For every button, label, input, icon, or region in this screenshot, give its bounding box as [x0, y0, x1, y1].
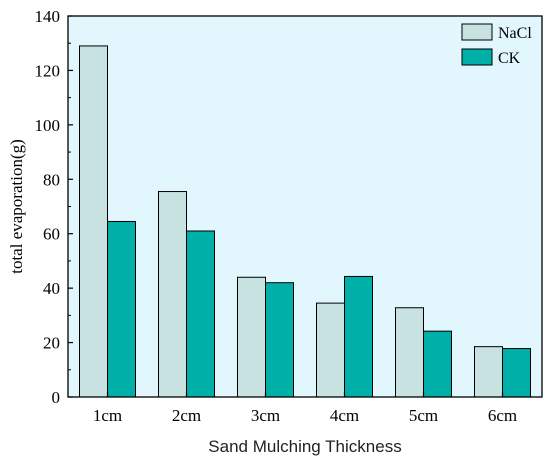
- bar-nacl-3cm: [237, 276, 266, 398]
- bar-nacl-6cm: [474, 346, 503, 398]
- bar-ck-5cm: [423, 330, 452, 398]
- bar-nacl-5cm: [395, 307, 424, 398]
- x-tick-label: 6cm: [488, 406, 517, 425]
- x-tick-label: 1cm: [93, 406, 122, 425]
- y-tick-label: 40: [43, 279, 60, 298]
- bar-nacl-1cm: [79, 45, 108, 398]
- plot-frame: [67, 15, 543, 398]
- legend-label-nacl: NaCl: [498, 25, 532, 42]
- y-tick-label: 100: [35, 116, 61, 135]
- plot-area: [68, 16, 542, 397]
- y-tick-label: 0: [52, 388, 61, 407]
- y-axis-title: total evaporation(g): [7, 139, 26, 274]
- x-tick-label: 2cm: [172, 406, 201, 425]
- y-tick-label: 60: [43, 225, 60, 244]
- x-axis: 1cm 2cm 3cm 4cm 5cm 6cm: [93, 392, 517, 425]
- y-tick-label: 120: [35, 61, 61, 80]
- bar-nacl-4cm: [316, 302, 345, 398]
- x-axis-title: Sand Mulching Thickness: [208, 437, 401, 456]
- y-tick-label: 20: [43, 334, 60, 353]
- bar-ck-4cm: [344, 275, 373, 398]
- bar-ck-3cm: [265, 282, 294, 398]
- legend-swatch-nacl: [461, 23, 493, 41]
- y-tick-label: 80: [43, 170, 60, 189]
- bars-group: [79, 45, 531, 398]
- x-tick-label: 5cm: [409, 406, 438, 425]
- bar-ck-6cm: [502, 348, 531, 398]
- y-axis: 0 20 40 60 80 100 120 140: [35, 7, 73, 407]
- x-tick-label: 4cm: [330, 406, 359, 425]
- legend-swatch-ck: [461, 48, 493, 66]
- y-tick-label: 140: [35, 7, 61, 26]
- x-tick-label: 3cm: [251, 406, 280, 425]
- bar-ck-2cm: [186, 230, 215, 398]
- legend: NaCl CK: [461, 23, 532, 67]
- bar-nacl-2cm: [158, 191, 187, 398]
- legend-label-ck: CK: [498, 50, 521, 67]
- bar-ck-1cm: [107, 220, 136, 398]
